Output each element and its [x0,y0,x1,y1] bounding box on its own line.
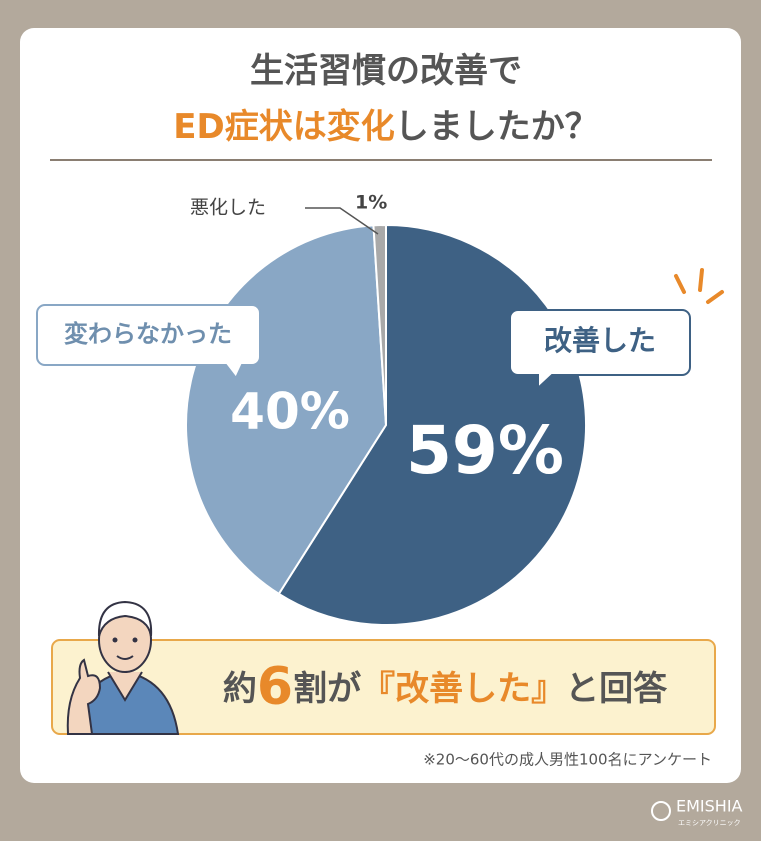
text-part: 約 [223,669,257,709]
title-line: ED症状は変化しましたか？ [173,107,598,147]
value-label: 40% [230,383,350,441]
sparkle [674,268,724,304]
slice-label: 変わらなかった [64,320,232,348]
value-label: 1% [355,192,387,214]
slice-label: 改善した [544,324,656,357]
text-part: 6 [257,657,293,717]
brand-subtitle: エミシアクリニック [678,819,741,827]
title-line: 生活習慣の改善で [250,51,522,91]
person-illustration [66,600,180,735]
callout-box [51,639,716,735]
pie-slice [372,223,387,426]
bubble [509,309,691,391]
logo-mark [651,801,671,821]
text-part: と回答 [565,669,668,709]
text-part: 割が [293,669,361,709]
bubble [36,304,261,380]
value-label: 59% [406,412,564,489]
text-part: ED症状は変化 [173,107,394,147]
text-part: 『改善した』 [361,669,565,709]
footnote: ※20〜60代の成人男性100名にアンケート [423,751,712,769]
callout-text: 約6割が『改善した』と回答 [223,657,668,717]
slice-label: 悪化した [190,197,266,219]
brand-name: EMISHIA [676,797,743,816]
text-part: しましたか？ [395,107,599,147]
text-part: 生活習慣の改善で [250,51,522,91]
leader-line [305,207,379,235]
